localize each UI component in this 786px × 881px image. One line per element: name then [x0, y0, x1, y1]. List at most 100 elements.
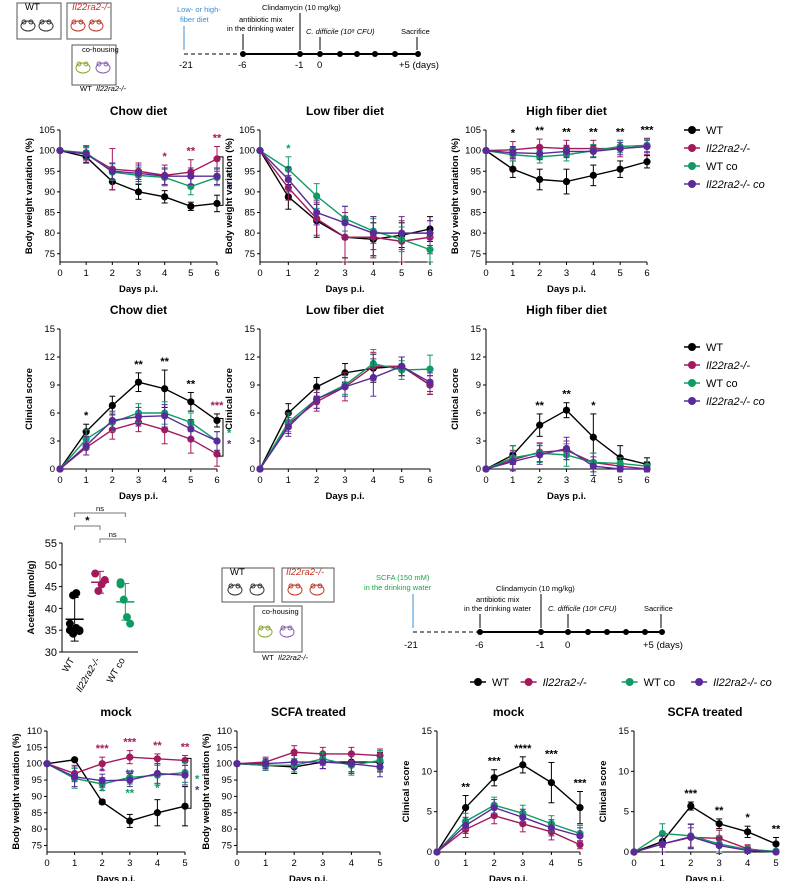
- data-point: [547, 779, 556, 787]
- x-tick-label: 1: [84, 475, 89, 486]
- data-point: [56, 147, 64, 155]
- significance-label: *: [195, 784, 200, 796]
- y-tick-label: 90: [221, 791, 232, 802]
- significance-label: *: [84, 410, 89, 422]
- y-tick-label: 0: [427, 847, 432, 858]
- data-point: [284, 423, 292, 431]
- x-tick-label: 0: [631, 858, 636, 869]
- x-tick-label: 2: [100, 858, 105, 869]
- y-tick-label: 10: [421, 766, 432, 777]
- y-tick-label: 100: [465, 146, 481, 157]
- y-tick-label: 85: [44, 208, 55, 219]
- cage-wt: WT: [16, 2, 62, 40]
- data-point: [772, 848, 780, 856]
- x-tick-label: 3: [564, 475, 569, 486]
- legend-label: Il22ra2-/- co: [706, 396, 765, 408]
- x-tick-label: 1: [286, 268, 291, 279]
- y-tick-label: 110: [27, 726, 42, 737]
- data-point: [313, 383, 321, 391]
- x-tick-label: 5: [399, 268, 404, 279]
- legend: WT Il22ra2-/- WT co Il22ra2-/- co: [684, 342, 765, 408]
- series-WT co: [433, 796, 584, 856]
- data-point: [161, 412, 169, 420]
- y-tick-label: 15: [244, 324, 255, 335]
- legend: WT Il22ra2-/- WT co Il22ra2-/- co: [470, 677, 772, 689]
- schematic-top: WT Il22ra2-/- co-housing WT Il22ra2-/- L…: [16, 2, 439, 93]
- x-tick-label: 2: [110, 475, 115, 486]
- legend-marker: [524, 678, 533, 686]
- y-tick-label: 3: [476, 436, 481, 447]
- chart-title: mock: [493, 705, 525, 719]
- y-tick-label: 80: [31, 824, 42, 835]
- data-point: [772, 840, 780, 848]
- data-point: [98, 777, 106, 785]
- significance-label: **: [589, 126, 598, 138]
- x-tick-label: 5: [188, 268, 193, 279]
- y-tick-label: 105: [26, 742, 42, 753]
- y-tick-label: 90: [244, 187, 255, 198]
- x-tick-label: 4: [549, 858, 554, 869]
- x-axis-label: Days p.i.: [325, 284, 364, 295]
- sacrifice-label: Sacrifice: [401, 27, 430, 36]
- legend-marker: [625, 678, 634, 686]
- x-tick-label: 2: [688, 858, 693, 869]
- data-point: [153, 755, 161, 763]
- data-point: [589, 433, 597, 441]
- mouse-icon: [257, 625, 273, 638]
- x-tick-label: 0: [257, 268, 262, 279]
- y-axis-label: Clinical score: [224, 368, 235, 430]
- y-tick-label: 9: [50, 380, 55, 391]
- significance-label: *: [745, 812, 750, 824]
- abx-label-2: in the drinking water: [227, 24, 295, 33]
- y-tick-label: 9: [250, 380, 255, 391]
- timeline-dot: [585, 629, 591, 635]
- cdiff-label: C. difficile (10⁸ CFU): [306, 27, 375, 36]
- timeline-dot: [565, 629, 571, 635]
- legend-label: WT: [706, 342, 723, 354]
- x-tick-label: 0: [44, 858, 49, 869]
- data-point: [65, 619, 74, 628]
- y-tick-label: 15: [44, 324, 55, 335]
- data-point: [509, 165, 517, 173]
- legend-label: WT: [492, 677, 509, 689]
- significance-label: **: [616, 126, 625, 138]
- data-point: [187, 172, 195, 180]
- series-Il22ra2-/- co: [56, 404, 221, 473]
- y-tick-label: 95: [44, 166, 55, 177]
- data-point: [616, 465, 624, 473]
- significance-label: *: [85, 515, 90, 527]
- series-Il22ra2-/- co: [256, 356, 434, 473]
- series-Il22ra2-/- co: [433, 799, 584, 856]
- significance-label: **: [126, 787, 135, 799]
- data-point: [319, 758, 327, 766]
- significance-label: **: [461, 782, 470, 794]
- data-point: [643, 158, 651, 166]
- data-point: [658, 840, 667, 848]
- y-tick-label: 6: [476, 408, 481, 419]
- significance-label: ***: [488, 756, 502, 768]
- y-tick-label: 35: [45, 625, 57, 637]
- data-point: [134, 378, 143, 386]
- data-point: [313, 395, 321, 403]
- timeline-dot: [623, 629, 629, 635]
- chart-cs_mock: 0 5 10 15 0 1 2 3 4 5 mock Days p.i. Clinical score *…: [401, 705, 587, 881]
- data-point: [153, 769, 161, 778]
- abx-label-2: in the drinking water: [464, 604, 532, 613]
- tick-label: +5 (days): [399, 60, 439, 71]
- x-axis-label: Days p.i.: [119, 491, 158, 502]
- y-tick-label: 105: [465, 125, 481, 136]
- tick-label: -21: [179, 60, 193, 71]
- x-tick-label: 6: [427, 268, 432, 279]
- legend-label: Il22ra2-/-: [706, 360, 750, 372]
- data-point: [313, 208, 321, 217]
- significance-label: ***: [574, 778, 588, 790]
- x-tick-label: 2: [314, 475, 319, 486]
- x-tick-label: 4: [155, 858, 160, 869]
- legend-marker: [688, 379, 696, 387]
- significance-label: *: [195, 773, 200, 785]
- data-point: [643, 465, 651, 473]
- cohousing-wt-label: WT: [80, 84, 92, 93]
